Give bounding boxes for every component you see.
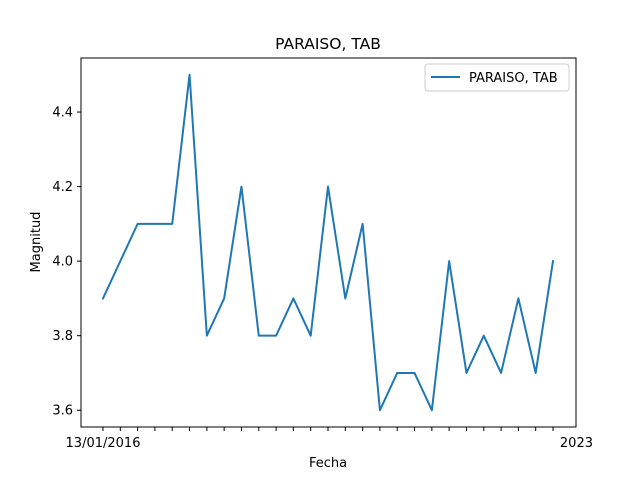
x-axis: 13/01/2016 2023 bbox=[66, 427, 593, 451]
y-axis: 3.6 3.8 4.0 4.2 4.4 bbox=[52, 106, 81, 419]
y-tick-label: 4.4 bbox=[52, 106, 73, 121]
legend-box bbox=[424, 63, 570, 92]
y-tick-label: 4.0 bbox=[52, 255, 73, 270]
plot-frame bbox=[80, 57, 577, 428]
chart-title: PARAISO, TAB bbox=[275, 35, 381, 53]
x-tick-label-first: 13/01/2016 bbox=[66, 436, 141, 451]
y-tick-label: 4.2 bbox=[52, 180, 73, 195]
y-tick-label: 3.8 bbox=[52, 329, 73, 344]
series-line-paraiso-tab bbox=[101, 73, 555, 412]
legend: PARAISO, TAB bbox=[424, 63, 570, 92]
y-axis-title: Magnitud bbox=[29, 212, 44, 273]
legend-label: PARAISO, TAB bbox=[469, 71, 558, 86]
x-tick-label-last: 2023 bbox=[560, 436, 593, 451]
plot-area bbox=[81, 58, 576, 427]
x-axis-title: Fecha bbox=[309, 456, 347, 471]
y-tick-label: 3.6 bbox=[52, 404, 73, 419]
